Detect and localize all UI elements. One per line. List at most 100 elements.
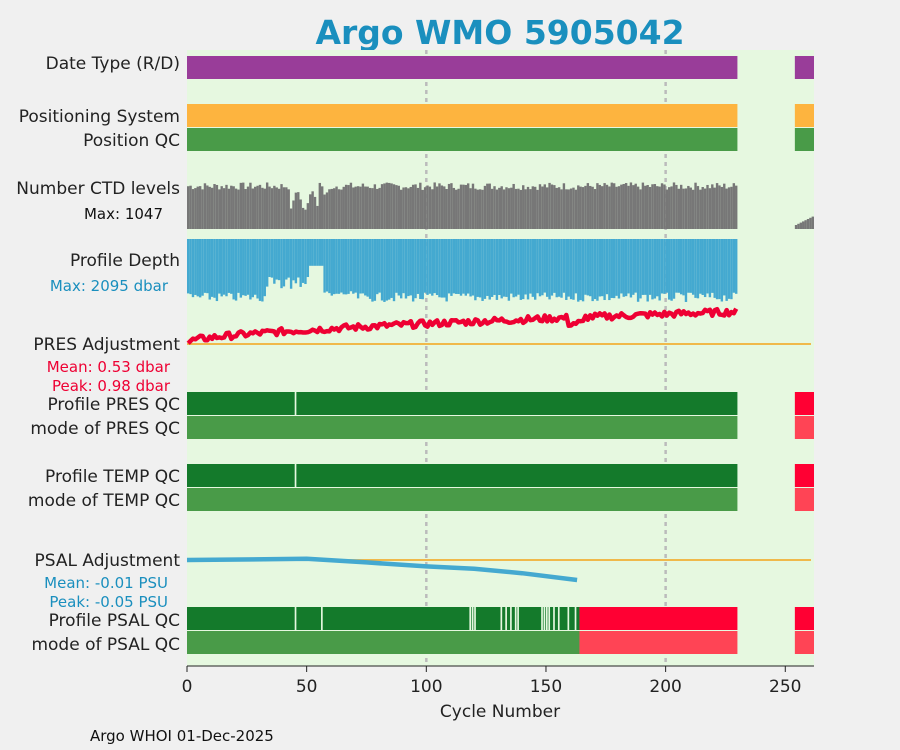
depth-bar-187: [634, 239, 637, 293]
ctd-bar-54: [316, 205, 319, 229]
depth-bar-33: [265, 239, 269, 287]
ctd-bar-57: [323, 194, 326, 229]
depth-bar-158: [565, 239, 568, 300]
ctd-bar-220: [713, 187, 716, 229]
ctd-bar-2: [191, 189, 195, 229]
ctd-bar-56: [321, 186, 324, 229]
depth-bar-137: [514, 239, 518, 297]
ctd-bar-219: [711, 184, 714, 229]
depth-bar-38: [277, 239, 281, 281]
depth-bar-121: [476, 239, 479, 297]
mode_psal_qc-good-0: [187, 631, 580, 654]
ctd-bar-259: [806, 219, 810, 229]
ctd-bar-206: [679, 184, 683, 229]
ctd-bar-207: [682, 188, 685, 229]
depth-bar-228: [732, 239, 736, 293]
ctd-bar-107: [443, 186, 446, 229]
ctd-bar-210: [689, 187, 692, 229]
ctd-bar-174: [603, 183, 606, 229]
profile_psal_qc-gap-56: [321, 607, 323, 630]
depth-bar-208: [684, 239, 688, 302]
depth-bar-216: [703, 239, 707, 298]
ctd-bar-92: [407, 188, 410, 229]
ctd-bar-157: [562, 183, 566, 229]
ctd-bar-37: [275, 187, 278, 229]
profile_psal_qc-gap-120: [474, 607, 476, 630]
ctd-bar-134: [507, 188, 511, 229]
ctd-bar-64: [340, 189, 343, 229]
depth-bar-79: [376, 239, 379, 295]
depth-bar-218: [708, 239, 712, 298]
ctd-bar-215: [701, 186, 704, 229]
ctd-bar-189: [639, 189, 642, 229]
ctd-bar-175: [605, 184, 609, 229]
depth-bar-198: [660, 239, 664, 294]
mode_temp_qc-bad-1: [794, 488, 814, 511]
ctd-bar-51: [309, 194, 312, 229]
depth-bar-45: [294, 239, 298, 284]
depth-bar-95: [414, 239, 417, 299]
depth-bar-182: [622, 239, 625, 297]
depth-bar-85: [390, 239, 393, 298]
depth-bar-107: [443, 239, 446, 298]
depth-bar-225: [725, 239, 728, 301]
depth-bar-61: [332, 239, 336, 295]
ctd-bar-82: [383, 183, 386, 229]
ctd-bar-115: [462, 184, 465, 229]
depth-bar-59: [328, 239, 331, 294]
depth-bar-115: [462, 239, 465, 294]
ctd-bar-159: [567, 189, 570, 229]
x-axis-label: Cycle Number: [440, 702, 560, 722]
ctd-bar-168: [589, 185, 592, 229]
ctd-bar-94: [411, 184, 415, 229]
depth-bar-89: [399, 239, 403, 299]
depth-bar-15: [222, 239, 226, 295]
positioning-bar-1: [794, 104, 814, 127]
ctd-bar-118: [469, 188, 472, 229]
depth-bar-66: [344, 239, 348, 295]
depth-bar-193: [648, 239, 652, 295]
depth-bar-167: [586, 239, 590, 296]
profile_psal_qc-gap-151: [548, 607, 551, 630]
depth-bar-47: [299, 239, 302, 287]
depth-bar-74: [364, 239, 367, 296]
ctd-bar-97: [419, 182, 422, 229]
depth-bar-227: [730, 239, 733, 300]
depth-bar-27: [251, 239, 255, 298]
ctd-bar-225: [725, 188, 728, 229]
depth-bar-174: [603, 239, 606, 301]
position-qc-bar-1: [794, 128, 814, 151]
depth-bar-165: [581, 239, 585, 302]
depth-bar-153: [553, 239, 556, 293]
ctd-bar-103: [433, 182, 436, 229]
label-ctd-levels: Number CTD levels: [16, 179, 180, 199]
depth-bar-37: [275, 239, 278, 280]
positioning-bar-0: [187, 104, 738, 127]
ctd-bar-204: [675, 184, 678, 229]
ctd-bar-140: [522, 185, 525, 229]
ctd-bar-112: [455, 189, 458, 229]
profile_psal_qc-gap-135: [510, 607, 512, 630]
ctd-bar-192: [646, 185, 649, 229]
depth-bar-186: [632, 239, 635, 295]
ctd-bar-105: [438, 183, 441, 229]
ctd-bar-85: [390, 183, 393, 229]
ctd-bar-203: [672, 182, 676, 229]
depth-bar-192: [646, 239, 649, 302]
ctd-bar-91: [404, 187, 408, 229]
ctd-bar-141: [524, 189, 527, 229]
depth-bar-69: [352, 239, 355, 294]
ctd-bar-45: [294, 192, 298, 229]
depth-bar-30: [258, 239, 262, 301]
depth-bar-132: [502, 239, 506, 297]
ctd-bar-224: [723, 183, 726, 229]
depth-bar-7: [203, 239, 207, 293]
depth-bar-196: [656, 239, 659, 297]
depth-bar-51: [309, 239, 312, 266]
ctd-bar-170: [593, 189, 597, 229]
ctd-bar-52: [311, 191, 314, 229]
ctd-bar-1: [189, 185, 192, 229]
depth-bar-154: [555, 239, 558, 298]
depth-bar-157: [562, 239, 566, 293]
ctd-bar-171: [596, 183, 599, 229]
